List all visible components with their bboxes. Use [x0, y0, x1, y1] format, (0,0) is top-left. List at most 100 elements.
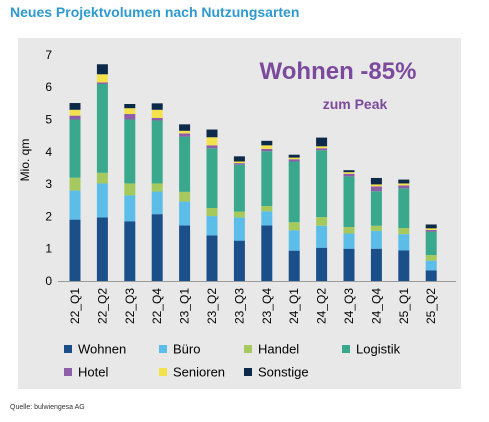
bar-segment-büro-23_q2	[206, 216, 218, 236]
bar-segment-sonstige-23_q4	[261, 140, 273, 146]
bar-segment-logistik-25_q1	[398, 188, 410, 229]
bar-segment-büro-23_q4	[261, 211, 273, 226]
legend-swatch-logistik	[342, 345, 350, 353]
bar-segment-sonstige-25_q1	[398, 179, 410, 184]
bar-segment-senioren-22_q1	[69, 109, 81, 116]
bar-segment-sonstige-23_q1	[179, 124, 191, 131]
bar-segment-handel-25_q1	[398, 228, 410, 235]
y-tick-label: 1	[45, 242, 52, 256]
bar-segment-sonstige-25_q2	[425, 224, 437, 229]
y-tick-label: 5	[45, 113, 52, 127]
y-tick-label: 3	[45, 177, 52, 191]
stacked-bar-chart: 0 1 2 3 4 5 6 7 Mio. qm 22_Q1 22_Q2 22_Q3 22_Q4 23_…	[18, 48, 456, 380]
bar-segment-handel-22_q2	[96, 172, 108, 184]
bar-segment-hotel-25_q2	[425, 229, 437, 232]
bar-segment-wohnen-22_q3	[124, 221, 136, 281]
x-tick-label: 23_Q3	[232, 288, 246, 324]
bar-segment-senioren-24_q1	[288, 157, 300, 160]
legend-label-hotel: Hotel	[78, 365, 108, 380]
bar-segment-büro-25_q2	[425, 260, 437, 271]
bar-segment-büro-22_q2	[96, 183, 108, 218]
bar-segment-logistik-24_q2	[316, 150, 328, 218]
bar-segment-sonstige-24_q3	[343, 170, 355, 173]
x-tick-label: 23_Q4	[260, 288, 274, 324]
bar-segment-wohnen-22_q2	[96, 217, 108, 281]
bar-segment-wohnen-23_q2	[206, 235, 218, 281]
annotation-subline: zum Peak	[323, 96, 388, 112]
legend-label-sonstige: Sonstige	[258, 365, 309, 380]
x-tick-label: 25_Q2	[424, 288, 438, 324]
bar-segment-logistik-23_q4	[261, 151, 273, 207]
bar-segment-sonstige-24_q1	[288, 154, 300, 158]
bar-segment-sonstige-24_q4	[370, 177, 382, 185]
bar-segment-logistik-22_q2	[96, 83, 108, 173]
bar-segment-büro-24_q3	[343, 233, 355, 249]
bar-segment-büro-24_q1	[288, 230, 300, 251]
bar-segment-hotel-24_q4	[370, 186, 382, 192]
bar-segment-senioren-24_q4	[370, 184, 382, 187]
x-tick-label: 23_Q2	[205, 288, 219, 324]
bar-segment-wohnen-25_q2	[425, 270, 437, 281]
legend-swatch-handel	[244, 345, 252, 353]
bar-segment-handel-23_q3	[233, 211, 245, 218]
bar-segment-senioren-23_q1	[179, 130, 191, 134]
x-tick-label: 25_Q1	[397, 288, 411, 324]
bars	[69, 64, 437, 281]
bar-segment-handel-25_q2	[425, 255, 437, 261]
bar-segment-wohnen-24_q3	[343, 248, 355, 281]
bar-segment-logistik-24_q3	[343, 176, 355, 228]
bar-segment-wohnen-22_q4	[151, 214, 163, 281]
y-tick-label: 7	[45, 48, 52, 62]
bar-segment-sonstige-23_q2	[206, 129, 218, 138]
legend-swatch-wohnen	[64, 345, 72, 353]
bar-segment-handel-23_q2	[206, 208, 218, 217]
bar-segment-senioren-22_q4	[151, 109, 163, 118]
bar-segment-logistik-22_q3	[124, 119, 136, 184]
y-axis-label: Mio. qm	[18, 139, 32, 182]
x-tick-label: 22_Q3	[123, 288, 137, 324]
legend-label-wohnen: Wohnen	[78, 342, 126, 357]
x-tick-label: 24_Q1	[287, 288, 301, 324]
bar-segment-sonstige-24_q2	[316, 137, 328, 147]
bar-segment-hotel-23_q4	[261, 148, 273, 152]
bar-segment-handel-22_q1	[69, 177, 81, 191]
bar-segment-sonstige-22_q1	[69, 103, 81, 110]
bar-segment-logistik-23_q3	[233, 164, 245, 212]
legend-label-senioren: Senioren	[173, 365, 225, 380]
page-title: Neues Projektvolumen nach Nutzungsarten	[10, 4, 300, 20]
legend-label-büro: Büro	[173, 342, 200, 357]
bar-segment-hotel-22_q1	[69, 115, 81, 120]
bar-segment-büro-22_q3	[124, 195, 136, 222]
bar-segment-wohnen-24_q2	[316, 247, 328, 281]
legend-label-handel: Handel	[258, 342, 299, 357]
bar-segment-senioren-22_q3	[124, 108, 136, 115]
bar-segment-logistik-22_q1	[69, 119, 81, 178]
bar-segment-senioren-24_q2	[316, 146, 328, 149]
bar-segment-sonstige-22_q2	[96, 64, 108, 75]
bar-segment-senioren-23_q4	[261, 145, 273, 149]
bar-segment-wohnen-25_q1	[398, 250, 410, 281]
y-tick-label: 2	[45, 209, 52, 223]
bar-segment-handel-24_q4	[370, 225, 382, 231]
bar-segment-senioren-23_q3	[233, 161, 245, 164]
bar-segment-büro-23_q3	[233, 217, 245, 241]
bar-segment-hotel-22_q4	[151, 117, 163, 121]
bar-segment-senioren-22_q2	[96, 74, 108, 83]
x-tick-label: 24_Q3	[342, 288, 356, 324]
bar-segment-sonstige-22_q4	[151, 103, 163, 110]
y-tick-label: 6	[45, 80, 52, 94]
bar-segment-wohnen-23_q1	[179, 225, 191, 281]
x-tick-label: 22_Q2	[95, 288, 109, 324]
bar-segment-logistik-23_q1	[179, 136, 191, 192]
bar-segment-handel-24_q3	[343, 227, 355, 234]
x-axis: 22_Q1 22_Q2 22_Q3 22_Q4 23_Q1 23_Q2 23_Q3 23_Q4…	[58, 281, 456, 324]
bar-segment-hotel-24_q2	[316, 148, 328, 151]
bar-segment-hotel-23_q2	[206, 145, 218, 149]
bar-segment-senioren-25_q1	[398, 183, 410, 186]
bar-segment-hotel-23_q1	[179, 133, 191, 137]
bar-segment-büro-24_q4	[370, 230, 382, 249]
bar-segment-hotel-22_q2	[96, 82, 108, 84]
bar-segment-büro-22_q1	[69, 190, 81, 220]
y-axis: 0 1 2 3 4 5 6 7	[45, 48, 52, 288]
bar-segment-senioren-25_q2	[425, 228, 437, 230]
